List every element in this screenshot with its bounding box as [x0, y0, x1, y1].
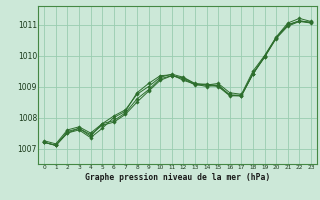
X-axis label: Graphe pression niveau de la mer (hPa): Graphe pression niveau de la mer (hPa)	[85, 173, 270, 182]
